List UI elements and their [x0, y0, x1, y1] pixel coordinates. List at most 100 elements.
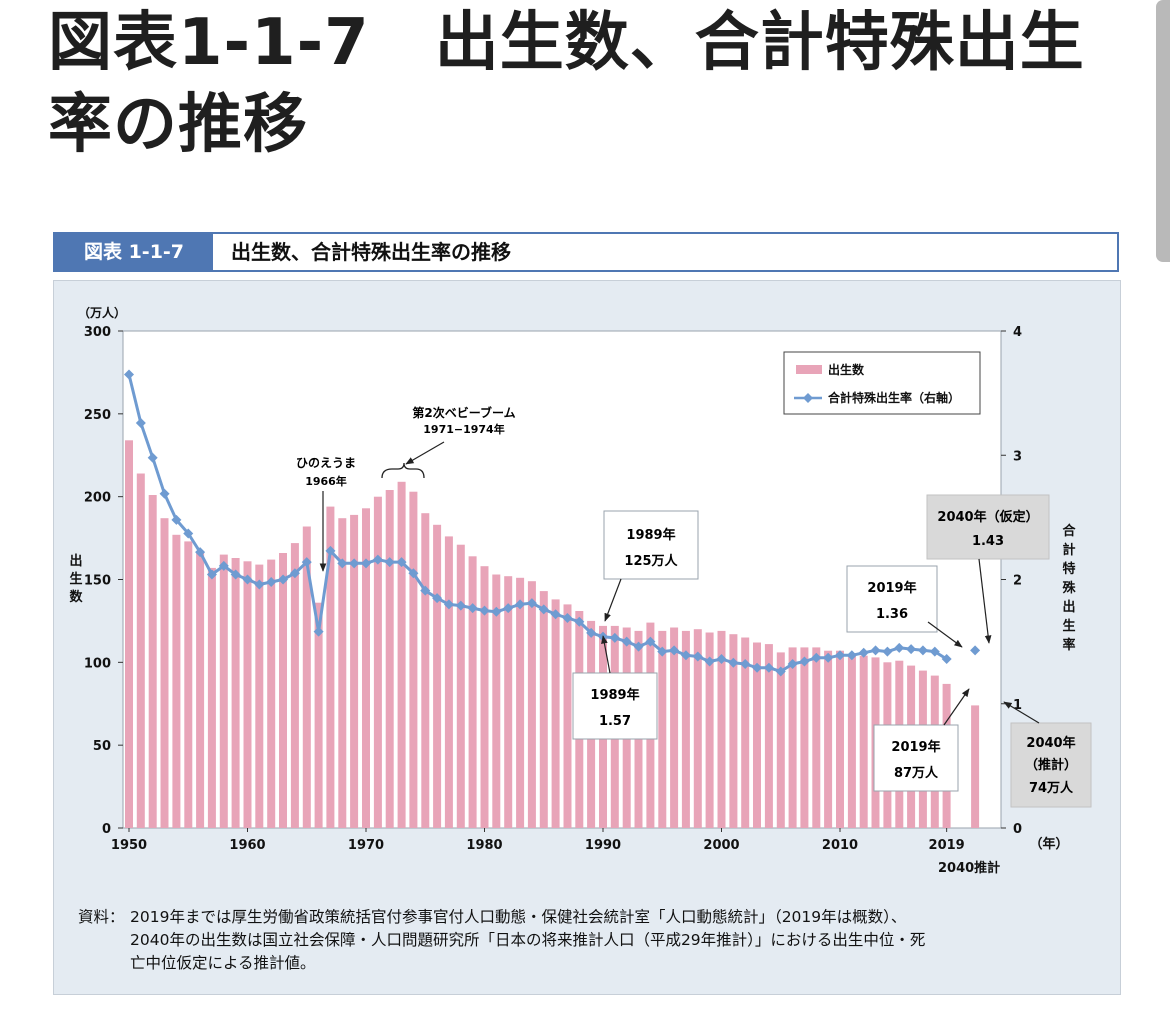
bar-births-1997 [681, 630, 690, 828]
bar-births-1980 [480, 566, 489, 828]
bar-births-1957 [207, 567, 216, 828]
tfr-point-1953 [159, 488, 170, 499]
left-axis-label-char: 生 [69, 571, 82, 587]
tfr-point-1956 [195, 547, 206, 558]
bar-births-1974 [409, 491, 418, 828]
right-tick-label-1: 1 [1013, 698, 1022, 713]
legend-diamond-marker [803, 393, 813, 403]
source-line-2: 2040年の出生数は国立社会保障・人口問題研究所「日本の将来推計人口（平成29年… [130, 931, 926, 949]
right-axis-label-char: 出 [1062, 599, 1075, 615]
bar-births-1969 [350, 514, 359, 828]
tfr-point-2001 [728, 657, 739, 668]
tfr-2040-arrow [978, 558, 992, 644]
tfr-point-1954 [171, 514, 182, 525]
tfr-1989-year: 1989年 [590, 687, 639, 703]
tfr-point-1997 [680, 650, 691, 661]
babyboom-arrow [405, 441, 445, 465]
bar-births-1985 [539, 591, 548, 828]
right-axis-label-char: 計 [1062, 542, 1075, 558]
bar-births-1965 [302, 526, 311, 828]
right-axis-label: 合計特殊出生率 [1062, 523, 1076, 653]
bar-births-1971 [373, 496, 382, 828]
right-axis-label-char: 率 [1062, 637, 1075, 653]
babyboom-brace [381, 462, 425, 479]
tfr-2040-year: 2040年（仮定） [937, 509, 1038, 525]
x-tick-label-2000: 2000 [703, 838, 739, 853]
scrollbar[interactable] [1156, 0, 1170, 262]
tfr-2019-box [846, 565, 938, 633]
x-tick-label-2010: 2010 [822, 838, 858, 853]
page-title: 図表1-1-7 出生数、合計特殊出生率の推移 [48, 6, 1085, 162]
tfr-point-2019 [941, 654, 952, 665]
tfr-point-1979 [467, 603, 478, 614]
bar-births-1961 [255, 564, 264, 828]
tfr-point-2003 [752, 662, 763, 673]
tfr-2040-value: 1.43 [972, 534, 1004, 549]
right-axis-label-char: 生 [1062, 618, 1075, 634]
tfr-point-1970 [361, 558, 371, 569]
tfr-point-1968 [337, 558, 348, 569]
tfr-point-2004 [763, 662, 774, 673]
births-2019-arrow [943, 688, 970, 726]
births-unit-label: （万人） [78, 305, 126, 320]
bar-births-1995 [658, 630, 667, 828]
tfr-point-1978 [455, 600, 466, 611]
tfr-point-1957 [206, 569, 217, 580]
tfr-point-1952 [147, 452, 158, 463]
tfr-2019-arrow [927, 621, 963, 648]
bar-births-2006 [788, 647, 797, 828]
tfr-point-2016 [906, 644, 917, 655]
source-body: 2019年までは厚生労働省政策統括官付参事官付人口動態・保健社会統計室「人口動態… [130, 906, 1118, 975]
tfr-point-1986 [550, 609, 561, 620]
right-tick-label-4: 4 [1013, 325, 1022, 340]
tfr-point-1994 [645, 636, 656, 647]
tfr-point-2013 [870, 645, 881, 656]
births-2040-arrow [1003, 701, 1040, 724]
bar-births-1976 [433, 524, 442, 828]
tfr-point-1999 [704, 656, 715, 667]
bar-births-1998 [693, 629, 702, 828]
legend-box [783, 351, 981, 415]
bar-births-1964 [290, 543, 299, 828]
bar-births-1982 [504, 576, 513, 828]
bar-births-1950 [125, 440, 133, 828]
bar-births-1962 [267, 559, 276, 828]
tfr-point-1992 [621, 636, 632, 647]
births-2040-year: 2040年 [1026, 735, 1075, 751]
tfr-point-1976 [432, 593, 443, 604]
bar-births-1955 [184, 541, 193, 828]
bar-births-1968 [338, 518, 347, 828]
births-2040-note: （推計） [1025, 757, 1077, 773]
tfr-2040-box [926, 494, 1050, 560]
births-1989-box [603, 510, 699, 580]
tfr-point-1964 [289, 568, 300, 579]
tfr-point-1951 [135, 417, 146, 428]
annotation-tfr-2019: 2019年 1.36 [846, 565, 963, 648]
tfr-point-1977 [443, 599, 454, 610]
tfr-point-1989 [586, 627, 597, 638]
left-tick-label-150: 150 [84, 574, 111, 589]
right-tick-label-2: 2 [1013, 574, 1022, 589]
left-tick-label-50: 50 [93, 739, 111, 754]
left-tick-label-250: 250 [84, 408, 111, 423]
tfr-point-1972 [384, 557, 395, 568]
legend: 出生数 合計特殊出生率（右軸） [783, 351, 981, 415]
bar-births-2008 [812, 647, 821, 828]
tfr-point-2009 [823, 652, 834, 663]
tfr-2019-value: 1.36 [876, 607, 908, 622]
tfr-point-1965 [301, 557, 312, 568]
right-axis-label-char: 合 [1062, 523, 1076, 539]
bar-births-2002 [741, 637, 750, 828]
bar-births-1972 [385, 490, 394, 828]
bar-births-1966 [314, 602, 323, 828]
x-tick-label-1950: 1950 [111, 838, 147, 853]
bar-births-1960 [243, 561, 252, 828]
bar-births-1979 [468, 556, 477, 828]
tfr-2019-year: 2019年 [867, 580, 916, 596]
bar-births-1952 [148, 495, 157, 828]
annotation-births-2019: 2019年 87万人 [873, 688, 970, 792]
right-tick-label-3: 3 [1013, 449, 1022, 464]
bar-births-1986 [551, 599, 560, 828]
x-tick-label-1960: 1960 [229, 838, 265, 853]
